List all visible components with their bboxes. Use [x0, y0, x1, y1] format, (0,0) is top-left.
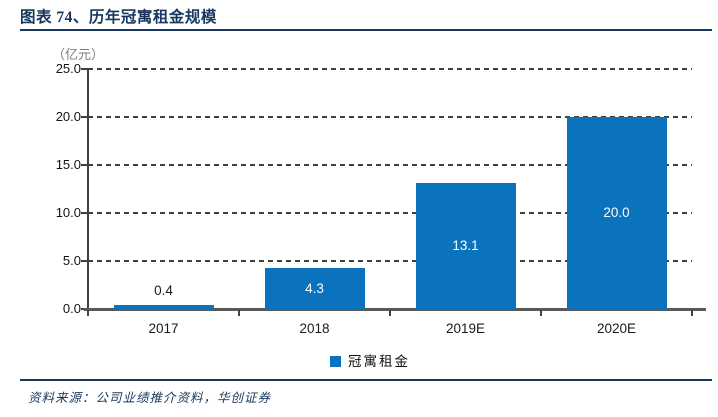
- y-gridline: [88, 164, 692, 166]
- x-axis-category-label: 2020E: [596, 321, 637, 336]
- y-axis-tick-label: 5.0: [62, 253, 81, 268]
- bar: [566, 117, 667, 309]
- x-axis-tick: [238, 310, 240, 316]
- bar-value-label: 4.3: [305, 281, 324, 296]
- y-axis-tick: [81, 164, 88, 166]
- x-axis-category-label: 2018: [299, 321, 330, 336]
- figure-title: 图表 74、历年冠寓租金规模: [20, 9, 217, 26]
- title-underline: [20, 29, 712, 31]
- y-axis-tick: [81, 260, 88, 262]
- y-axis-line: [87, 68, 89, 313]
- y-axis-tick: [81, 212, 88, 214]
- y-axis-unit-label: （亿元）: [52, 47, 105, 62]
- legend-label: 冠寓租金: [348, 354, 410, 369]
- bar-value-label: 13.1: [452, 238, 479, 253]
- y-gridline: [88, 260, 692, 262]
- y-axis-tick: [81, 116, 88, 118]
- x-axis-tick: [540, 310, 542, 316]
- y-gridline: [88, 68, 692, 70]
- y-axis-tick-label: 20.0: [55, 109, 81, 124]
- y-axis-tick-label: 15.0: [55, 157, 81, 172]
- chart-legend: 冠寓租金: [50, 350, 690, 371]
- x-axis-tick: [389, 310, 391, 316]
- y-gridline: [88, 212, 692, 214]
- bar-value-label: 20.0: [603, 205, 630, 220]
- x-axis-category-label: 2019E: [445, 321, 486, 336]
- y-axis-tick-label: 25.0: [55, 61, 81, 76]
- legend-square-marker: [330, 356, 341, 367]
- y-axis-tick-label: 0.0: [62, 301, 81, 316]
- y-gridline: [88, 116, 692, 118]
- y-axis-tick-label: 10.0: [55, 205, 81, 220]
- bar: [264, 268, 365, 309]
- bar-value-label: 0.4: [154, 283, 173, 298]
- x-axis-tick: [87, 310, 89, 316]
- source-note: 资料来源：公司业绩推介资料，华创证券: [28, 391, 272, 405]
- bar: [113, 305, 214, 309]
- x-axis-line: [84, 308, 706, 311]
- footer-divider: [20, 379, 712, 381]
- x-axis-tick: [691, 310, 693, 316]
- x-axis-category-label: 2017: [148, 321, 179, 336]
- bar: [415, 183, 516, 309]
- y-axis-tick: [81, 68, 88, 70]
